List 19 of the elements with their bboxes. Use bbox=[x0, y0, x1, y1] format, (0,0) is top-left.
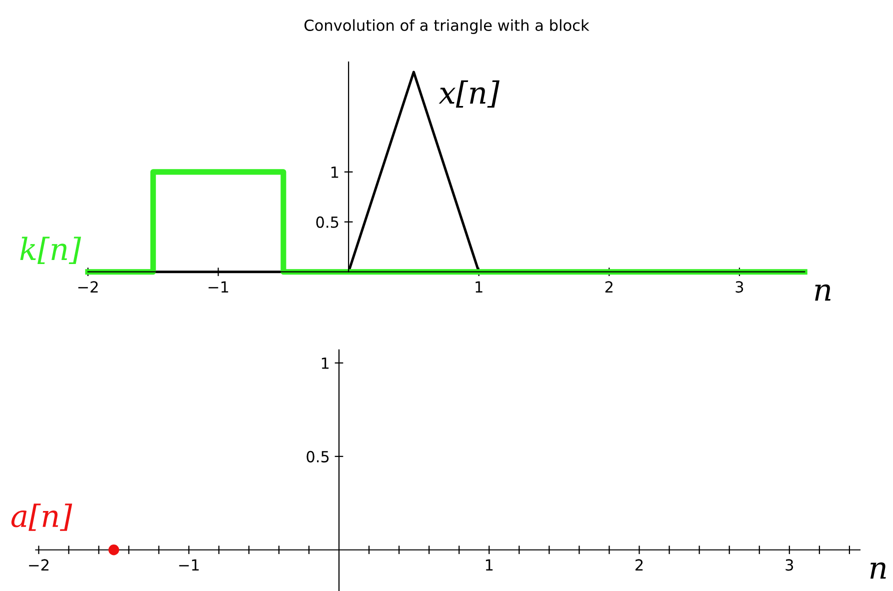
x-tick-label: −1 bbox=[208, 281, 228, 292]
series-label: k[n] bbox=[20, 236, 82, 264]
x-tick-label: 3 bbox=[786, 559, 794, 571]
x-tick-label: 1 bbox=[476, 281, 482, 292]
chart-title: Convolution of a triangle with a block bbox=[304, 19, 590, 34]
y-tick-label: 0.5 bbox=[306, 450, 329, 462]
x-tick-label: 3 bbox=[736, 281, 744, 293]
y-tick-label: 0.5 bbox=[316, 216, 338, 228]
x-tick-label: −2 bbox=[29, 559, 48, 571]
x-axis-title: n bbox=[815, 284, 830, 301]
x-tick-label: 2 bbox=[636, 559, 643, 571]
x-tick-label: −2 bbox=[78, 281, 98, 292]
x-tick-label: 2 bbox=[605, 281, 612, 292]
x-tick-label: −1 bbox=[179, 559, 199, 571]
x-axis-title: n bbox=[870, 562, 886, 579]
x-tick-label: 1 bbox=[486, 559, 493, 571]
series-label: x[n] bbox=[438, 80, 500, 108]
series-label: a[n] bbox=[11, 504, 72, 531]
y-tick-label: 1 bbox=[322, 358, 329, 369]
